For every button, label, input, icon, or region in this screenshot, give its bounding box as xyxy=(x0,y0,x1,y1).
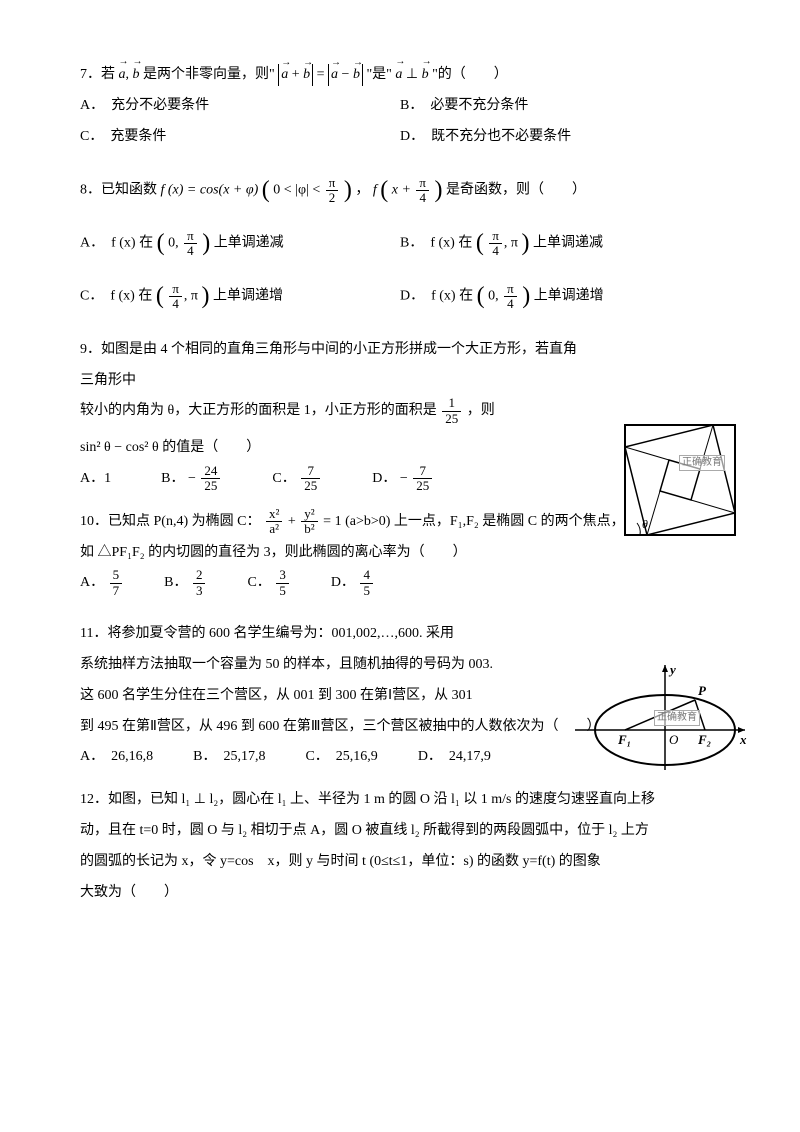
q9-line1: 9．如图是由 4 个相同的直角三角形与中间的小正方形拼成一个大正方形，若直角三角… xyxy=(80,335,580,397)
q11-option-d: D． 24,17,9 xyxy=(418,742,491,773)
q10-option-d: D． 45 xyxy=(331,568,375,599)
abs-a-minus-b: a − b xyxy=(328,64,363,86)
q11-watermark: 正确教育 xyxy=(654,710,700,726)
q7-option-b: B． 必要不充分条件 xyxy=(400,91,720,122)
q9-line3: sin² θ − cos² θ 的值是（ ） xyxy=(80,433,580,464)
q9-option-c: C． 725 xyxy=(272,464,322,495)
q11-line3: 这 600 名学生分住在三个营区，从 001 到 300 在第Ⅰ营区，从 301 xyxy=(80,681,530,712)
q8-options: A． f (x) 在 ( 0, π4 ) 上单调递减 B． f (x) 在 ( … xyxy=(80,217,720,323)
q11-line1: 11．将参加夏令营的 600 名学生编号为：001,002,…,600. 采用 xyxy=(80,619,530,650)
q8-option-c: C． f (x) 在 ( π4, π ) 上单调递增 xyxy=(80,270,400,323)
q10-options: A． 57 B． 23 C． 35 D． 45 xyxy=(80,568,720,599)
q9-line2: 较小的内角为 θ，大正方形的面积是 1，小正方形的面积是 125 ，则 xyxy=(80,396,580,427)
q9-option-a: A．1 xyxy=(80,464,111,495)
question-7: 7．若 a, b 是两个非零向量，则" a + b = a − b "是" a … xyxy=(80,60,720,152)
q9-option-d: D． − 725 xyxy=(372,464,434,495)
svg-text:x: x xyxy=(739,732,747,747)
svg-text:F₁: F₁ xyxy=(617,732,631,747)
q8-option-a: A． f (x) 在 ( 0, π4 ) 上单调递减 xyxy=(80,217,400,270)
q8-stem: 8．已知函数 f (x) = cos(x + φ) ( 0 < |φ| < π2… xyxy=(80,164,720,217)
q9-watermark: 正确教育 xyxy=(679,455,725,471)
q10-line2: 如 △PF₁F₂ 的内切圆的直径为 3，则此椭圆的离心率为（ ） xyxy=(80,538,720,569)
q7-option-a: A． 充分不必要条件 xyxy=(80,91,400,122)
q11-line2: 系统抽样方法抽取一个容量为 50 的样本，且随机抽得的号码为 003. xyxy=(80,650,530,681)
question-8: 8．已知函数 f (x) = cos(x + φ) ( 0 < |φ| < π2… xyxy=(80,164,720,322)
frac-pi-2: π2 xyxy=(326,176,339,206)
q12-line2: 动，且在 t=0 时，圆 O 与 l₂ 相切于点 A，圆 O 被直线 l₂ 所截… xyxy=(80,816,720,847)
q7-options: A． 充分不必要条件 B． 必要不充分条件 C． 充要条件 D． 既不充分也不必… xyxy=(80,91,720,153)
q11-option-c: C． 25,16,9 xyxy=(305,742,377,773)
svg-text:F₂: F₂ xyxy=(697,732,711,747)
q8-option-b: B． f (x) 在 ( π4, π ) 上单调递减 xyxy=(400,217,720,270)
q9-option-b: B． − 2425 xyxy=(161,464,222,495)
q11-option-b: B． 25,17,8 xyxy=(193,742,265,773)
vector-b: b xyxy=(133,60,140,91)
svg-text:θ: θ xyxy=(642,517,648,531)
q12-line4: 大致为（ ） xyxy=(80,878,720,909)
q12-line3: 的圆弧的长记为 x，令 y=cos x，则 y 与时间 t (0≤t≤1，单位：… xyxy=(80,847,720,878)
question-12: 12．如图，已知 l₁ ⊥ l₂，圆心在 l₁ 上、半径为 1 m 的圆 O 沿… xyxy=(80,785,720,908)
q10-option-a: A． 57 xyxy=(80,568,124,599)
svg-text:P: P xyxy=(698,683,707,698)
q7-stem: 7．若 a, b 是两个非零向量，则" a + b = a − b "是" a … xyxy=(80,60,720,91)
svg-text:O: O xyxy=(669,732,679,747)
q12-line1: 12．如图，已知 l₁ ⊥ l₂，圆心在 l₁ 上、半径为 1 m 的圆 O 沿… xyxy=(80,785,720,816)
q8-option-d: D． f (x) 在 ( 0, π4 ) 上单调递增 xyxy=(400,270,720,323)
abs-a-plus-b: a + b xyxy=(278,64,313,86)
vector-a: a xyxy=(119,60,126,91)
q7-option-d: D． 既不充分也不必要条件 xyxy=(400,122,720,153)
q10-option-b: B． 23 xyxy=(164,568,207,599)
q7-option-c: C． 充要条件 xyxy=(80,122,400,153)
q9-figure: θ xyxy=(620,420,740,540)
q7-prefix: 7．若 xyxy=(80,67,115,82)
svg-text:y: y xyxy=(668,662,676,677)
q10-option-c: C． 35 xyxy=(247,568,290,599)
q9-options: A．1 B． − 2425 C． 725 D． − 725 xyxy=(80,464,580,495)
q11-option-a: A． 26,16,8 xyxy=(80,742,153,773)
